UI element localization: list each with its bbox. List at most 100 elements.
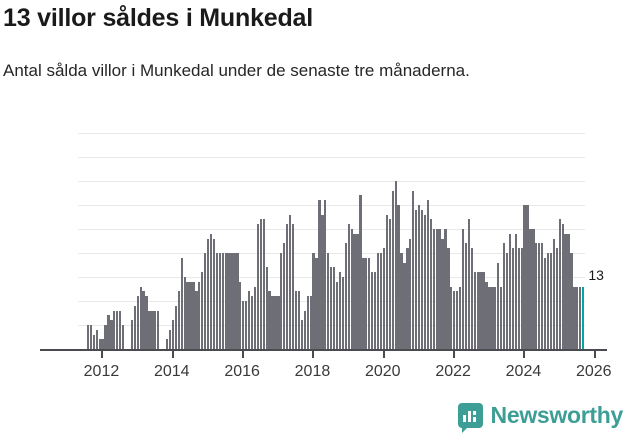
bar [447, 248, 450, 349]
x-axis-tick-label: 2020 [364, 363, 401, 380]
bar [95, 329, 98, 349]
bar [104, 325, 107, 349]
bar [119, 310, 122, 349]
bar [523, 205, 526, 349]
plot-area: 0510152025303540451320122014201620182020… [40, 133, 612, 380]
gridline [78, 205, 585, 206]
bar [353, 233, 356, 349]
bar [324, 200, 327, 349]
bar [206, 238, 210, 349]
x-axis-tick-mark [523, 349, 526, 358]
bar [394, 181, 397, 349]
bar [183, 277, 186, 349]
bar [107, 315, 110, 349]
bar [165, 339, 169, 349]
bar [426, 200, 430, 349]
bar [215, 253, 219, 349]
bar [286, 224, 289, 349]
bar [195, 291, 198, 349]
x-axis-tick-mark [171, 349, 174, 358]
bar [204, 253, 207, 349]
bar [415, 209, 418, 349]
x-axis-tick-label: 2014 [153, 363, 190, 380]
bar [236, 253, 239, 349]
bar [280, 253, 283, 349]
bar [198, 281, 201, 349]
bar [541, 243, 544, 349]
bar [133, 305, 136, 349]
bar [291, 224, 295, 349]
bar [406, 248, 409, 349]
bar [561, 224, 564, 349]
bar [412, 190, 415, 349]
bar [552, 238, 556, 349]
bar [312, 253, 315, 349]
bar [441, 238, 444, 349]
bar [456, 291, 459, 349]
bar [385, 214, 388, 349]
bar [221, 253, 224, 349]
bar [294, 291, 298, 349]
bar [543, 257, 547, 349]
gridline [78, 229, 585, 230]
bar [546, 253, 550, 349]
bar [247, 291, 251, 349]
bar [417, 205, 421, 349]
bar [277, 296, 280, 349]
bar [359, 195, 362, 349]
bar [482, 272, 485, 349]
bar [154, 310, 157, 349]
bar [476, 272, 479, 349]
bar [297, 291, 301, 349]
bar [362, 257, 365, 349]
bar [168, 329, 172, 349]
x-axis-tick-label: 2026 [575, 363, 612, 380]
bar [151, 310, 154, 349]
bar [517, 248, 520, 349]
bar [239, 281, 242, 349]
bar [497, 262, 500, 349]
bar [511, 248, 514, 349]
x-axis-tick-label: 2016 [224, 363, 260, 380]
bar [113, 310, 116, 349]
gridline [78, 133, 585, 134]
bar [450, 286, 453, 349]
bar [371, 272, 374, 349]
bar [315, 257, 318, 349]
bar [142, 291, 145, 349]
bar [227, 253, 230, 349]
bar [318, 200, 321, 349]
bar [110, 320, 113, 349]
bar [327, 253, 330, 349]
bar [303, 310, 306, 349]
bar [233, 253, 236, 349]
bar [379, 253, 383, 349]
bar [376, 253, 380, 349]
x-axis-tick-mark [453, 349, 456, 358]
bar [283, 243, 286, 349]
page-subtitle: Antal sålda villor i Munkedal under de s… [3, 61, 470, 80]
bar [218, 253, 221, 349]
bar [453, 291, 456, 349]
bar [526, 205, 529, 349]
bar [514, 233, 517, 349]
bar [479, 272, 482, 349]
bar [532, 229, 535, 349]
bar [397, 205, 400, 349]
x-axis-tick-label: 2024 [505, 363, 542, 380]
bar [347, 224, 350, 349]
x-axis-tick-mark [593, 349, 596, 358]
bar [242, 301, 245, 349]
page-title: 13 villor såldes i Munkedal [3, 4, 314, 32]
bar [268, 291, 271, 349]
newsworthy-logo[interactable]: Newsworthy [457, 402, 624, 433]
bar [500, 286, 503, 349]
brand-name: Newsworthy [490, 402, 624, 428]
bar [464, 243, 468, 349]
bar [259, 219, 262, 349]
bar [576, 286, 579, 349]
bar-highlighted [582, 286, 585, 349]
bar [573, 286, 576, 349]
bar [98, 339, 101, 349]
bar [212, 238, 216, 349]
